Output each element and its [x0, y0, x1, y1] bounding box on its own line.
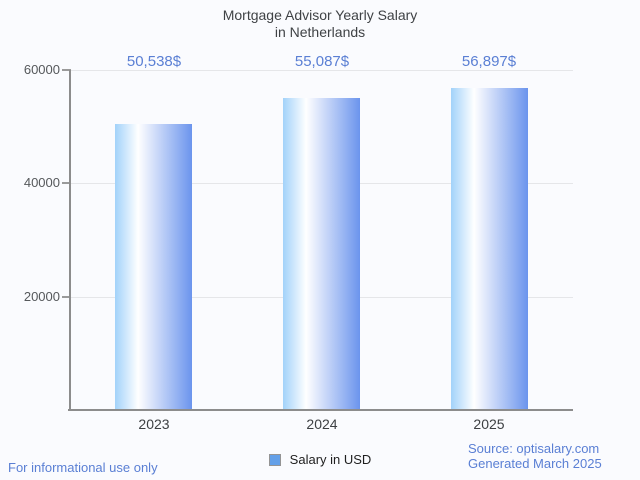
y-axis-label: 40000 [23, 175, 60, 190]
y-axis-line [69, 70, 71, 411]
legend-label: Salary in USD [289, 452, 372, 467]
bar[interactable] [451, 88, 528, 410]
x-axis-line [68, 409, 573, 411]
x-axis-label: 2024 [306, 416, 338, 432]
chart-title: Mortgage Advisor Yearly Salary in Nether… [0, 7, 640, 41]
chart-title-line2: in Netherlands [274, 24, 366, 40]
legend: Salary in USD [0, 452, 640, 467]
bar-value-label: 56,897$ [461, 53, 517, 70]
gridline [70, 70, 573, 71]
y-axis-tick [62, 69, 71, 71]
disclaimer-text: For informational use only [8, 460, 158, 475]
source-line: Source: optisalary.com [468, 441, 600, 456]
legend-swatch-icon [268, 453, 281, 466]
y-axis-label: 20000 [23, 289, 60, 304]
y-axis-tick [62, 182, 71, 184]
x-axis-label: 2025 [473, 416, 505, 432]
source-block: Source: optisalary.com Generated March 2… [468, 441, 602, 471]
bar[interactable] [115, 124, 192, 410]
y-axis-tick [62, 296, 71, 298]
x-axis-label: 2023 [138, 416, 170, 432]
chart-title-line1: Mortgage Advisor Yearly Salary [222, 7, 418, 23]
generated-line: Generated March 2025 [468, 456, 602, 471]
bar[interactable] [283, 98, 360, 410]
y-axis-label: 60000 [23, 62, 60, 77]
bar-value-label: 55,087$ [294, 53, 350, 70]
bar-value-label: 50,538$ [126, 53, 182, 70]
